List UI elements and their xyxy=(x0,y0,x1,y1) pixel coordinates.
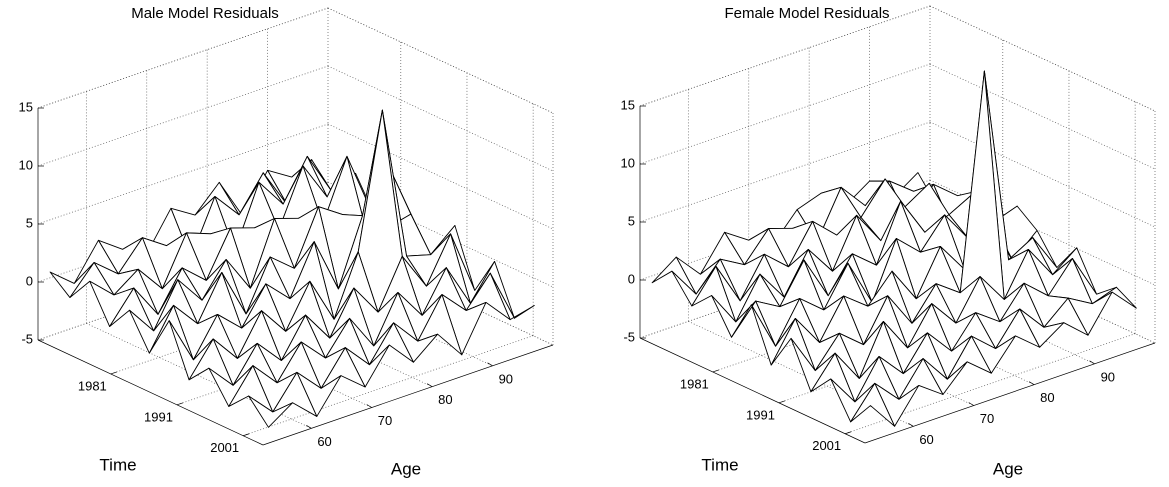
surface-panel: -5 0 5 10 15 1981 1991 2001 60 70 80 90 Male Model R… xyxy=(19,5,554,478)
z-tick-label: -5 xyxy=(21,331,33,346)
grid-line xyxy=(37,7,329,109)
time-tick-label: 2001 xyxy=(210,440,239,455)
mesh-cell xyxy=(850,382,896,427)
chart-title: Female Model Residuals xyxy=(724,5,889,22)
time-axis-line xyxy=(37,339,264,446)
tick-mark xyxy=(1028,381,1035,385)
z-tick-label: 0 xyxy=(628,271,635,286)
chart-title: Male Model Residuals xyxy=(131,5,279,22)
age-tick-label: 60 xyxy=(317,434,331,449)
time-tick-label: 1981 xyxy=(78,378,107,393)
time-axis-line xyxy=(639,337,866,444)
surface-panel: -5 0 5 10 15 1981 1991 2001 60 70 80 90 Female Model… xyxy=(621,5,1156,478)
grid-line xyxy=(327,65,554,172)
time-tick-label: 1991 xyxy=(746,407,775,422)
z-tick-label: -5 xyxy=(623,329,635,344)
age-tick-label: 60 xyxy=(919,432,933,447)
age-tick-label: 80 xyxy=(1040,390,1054,405)
grid-line xyxy=(327,7,554,114)
tick-mark xyxy=(426,383,433,387)
grid-line xyxy=(37,65,329,167)
tick-mark xyxy=(778,400,786,404)
z-tick-label: 10 xyxy=(621,155,635,170)
age-tick-label: 90 xyxy=(1101,369,1115,384)
tick-mark xyxy=(712,369,719,373)
time-axis-label: Time xyxy=(99,455,136,474)
tick-mark xyxy=(908,423,914,427)
grid-line xyxy=(639,5,931,107)
tick-mark xyxy=(176,402,184,406)
tick-mark xyxy=(968,402,974,406)
mesh-cell xyxy=(248,395,294,428)
z-tick-label: 15 xyxy=(621,97,635,112)
tick-mark xyxy=(845,431,852,435)
z-tick-label: 0 xyxy=(26,273,33,288)
z-tick-label: 15 xyxy=(19,99,33,114)
age-axis-label: Age xyxy=(391,459,421,478)
time-tick-label: 1991 xyxy=(144,409,173,424)
age-tick-label: 80 xyxy=(438,392,452,407)
age-axis-label: Age xyxy=(993,459,1023,478)
tick-mark xyxy=(366,404,372,408)
box-edge xyxy=(929,5,1156,112)
tick-mark xyxy=(306,425,312,429)
tick-mark xyxy=(243,433,250,437)
grid-line xyxy=(639,121,931,223)
age-tick-label: 90 xyxy=(499,371,513,386)
tick-mark xyxy=(110,371,117,375)
grid-line xyxy=(929,5,1156,112)
grid-line xyxy=(37,123,329,225)
z-tick-label: 5 xyxy=(26,215,33,230)
grid-line xyxy=(929,63,1156,170)
time-axis-label: Time xyxy=(701,455,738,474)
box-edge xyxy=(327,7,554,114)
grid-line xyxy=(639,63,931,165)
age-tick-label: 70 xyxy=(378,413,392,428)
grid-line xyxy=(243,335,534,437)
time-tick-label: 2001 xyxy=(812,438,841,453)
z-tick-label: 10 xyxy=(19,157,33,172)
tick-mark xyxy=(487,362,493,367)
age-tick-label: 70 xyxy=(980,411,994,426)
tick-mark xyxy=(1089,360,1095,365)
time-tick-label: 1981 xyxy=(680,376,709,391)
z-tick-label: 5 xyxy=(628,213,635,228)
